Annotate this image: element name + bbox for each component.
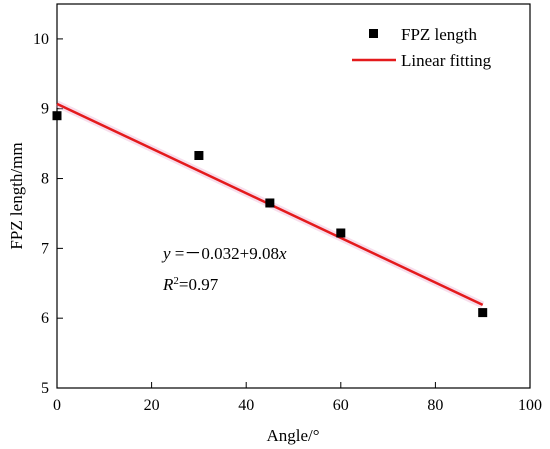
data-point bbox=[265, 198, 275, 208]
y-tick-label: 5 bbox=[41, 380, 49, 397]
equation-annotation: y =－0.032+9.08x bbox=[161, 244, 287, 263]
legend-label-fit: Linear fitting bbox=[401, 51, 492, 70]
legend-label-fpz: FPZ length bbox=[401, 25, 478, 44]
legend: FPZ length Linear fitting bbox=[352, 25, 492, 70]
x-tick-label: 20 bbox=[144, 397, 160, 414]
y-tick-label: 9 bbox=[41, 101, 49, 118]
y-axis: 5 6 7 8 9 10 bbox=[33, 31, 63, 397]
x-tick-label: 40 bbox=[238, 397, 254, 414]
x-axis-title: Angle/° bbox=[266, 426, 319, 445]
x-tick-label: 60 bbox=[333, 397, 349, 414]
y-tick-label: 8 bbox=[41, 171, 49, 188]
data-point bbox=[52, 111, 62, 121]
data-point bbox=[194, 151, 204, 161]
y-axis-title: FPZ length/mm bbox=[7, 142, 26, 249]
x-axis: 0 20 40 60 80 100 bbox=[53, 382, 542, 414]
y-tick-label: 7 bbox=[41, 240, 49, 257]
data-point bbox=[336, 228, 346, 238]
legend-marker-fpz bbox=[369, 29, 378, 38]
plot-area bbox=[56, 3, 531, 389]
data-point bbox=[478, 308, 488, 318]
r-squared-annotation: R2=0.97 bbox=[162, 275, 219, 294]
y-tick-label: 6 bbox=[41, 310, 49, 327]
y-tick-label: 10 bbox=[33, 31, 49, 48]
x-tick-label: 80 bbox=[427, 397, 443, 414]
x-tick-label: 100 bbox=[518, 397, 542, 414]
x-tick-label: 0 bbox=[53, 397, 61, 414]
scatter-points bbox=[52, 111, 488, 318]
